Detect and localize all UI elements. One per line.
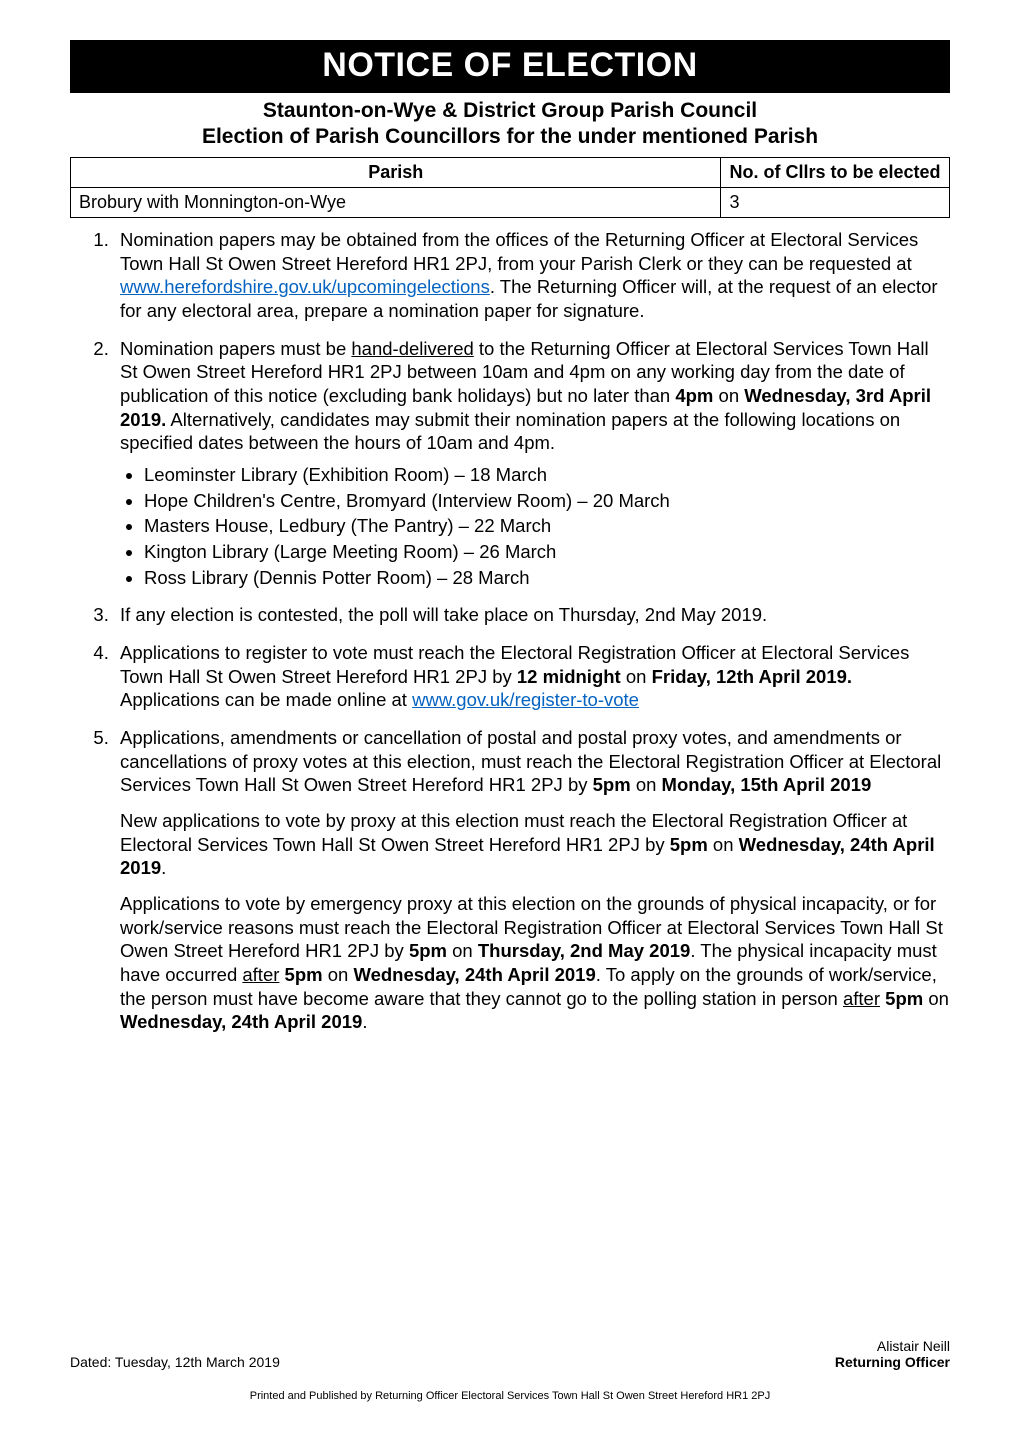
bullet: Kington Library (Large Meeting Room) – 2… <box>144 540 950 564</box>
item-3: If any election is contested, the poll w… <box>114 603 950 627</box>
numbered-list: Nomination papers may be obtained from t… <box>70 228 950 1034</box>
item-5-para2: New applications to vote by proxy at thi… <box>120 809 950 880</box>
subtitle-election: Election of Parish Councillors for the u… <box>70 125 950 149</box>
item-4-bold-midnight: 12 midnight <box>517 666 621 687</box>
item-5-p3-e: on <box>323 964 354 985</box>
item-5-p3-bold2: Thursday, 2nd May 2019 <box>478 940 691 961</box>
item-2-text-d: Alternatively, candidates may submit the… <box>120 409 900 454</box>
item-5-p2-b: on <box>708 834 739 855</box>
item-5-p3-i: . <box>362 1011 367 1032</box>
footer-printed: Printed and Published by Returning Offic… <box>70 1390 950 1402</box>
item-5-p3-u1: after <box>242 964 279 985</box>
item-5-p3-u2: after <box>843 988 880 1009</box>
item-4: Applications to register to vote must re… <box>114 641 950 712</box>
bullet: Leominster Library (Exhibition Room) – 1… <box>144 463 950 487</box>
bullet: Ross Library (Dennis Potter Room) – 28 M… <box>144 566 950 590</box>
subtitle-council: Staunton-on-Wye & District Group Parish … <box>70 99 950 123</box>
item-4-text-c: Applications can be made online at <box>120 689 412 710</box>
td-cllrs: 3 <box>721 188 950 218</box>
item-5-p3-bold6: Wednesday, 24th April 2019 <box>120 1011 362 1032</box>
item-2-text-a: Nomination papers must be <box>120 338 351 359</box>
item-1-text-a: Nomination papers may be obtained from t… <box>120 229 918 274</box>
item-5-para3: Applications to vote by emergency proxy … <box>120 892 950 1034</box>
th-cllrs: No. of Cllrs to be elected <box>721 158 950 188</box>
item-5-bold-date: Monday, 15th April 2019 <box>662 774 872 795</box>
parish-table: Parish No. of Cllrs to be elected Brobur… <box>70 157 950 218</box>
item-2-text-c: on <box>713 385 744 406</box>
item-5-text-b: on <box>631 774 662 795</box>
item-4-bold-date: Friday, 12th April 2019. <box>652 666 853 687</box>
footer-role: Returning Officer <box>835 1354 950 1370</box>
item-5-p2-bold-5pm: 5pm <box>670 834 708 855</box>
item-2: Nomination papers must be hand-delivered… <box>114 337 950 590</box>
item-2-bold-4pm: 4pm <box>675 385 713 406</box>
footer-dated: Dated: Tuesday, 12th March 2019 <box>70 1354 280 1370</box>
footer-name: Alistair Neill <box>835 1338 950 1354</box>
item-5-p3-h: on <box>923 988 949 1009</box>
item-5-p3-bold3: 5pm <box>285 964 323 985</box>
td-parish: Brobury with Monnington-on-Wye <box>71 188 721 218</box>
item-5-p3-b: on <box>447 940 478 961</box>
bullet: Hope Children's Centre, Bromyard (Interv… <box>144 489 950 513</box>
item-1: Nomination papers may be obtained from t… <box>114 228 950 323</box>
th-parish: Parish <box>71 158 721 188</box>
item-5-p2-c: . <box>161 857 166 878</box>
link-register-vote[interactable]: www.gov.uk/register-to-vote <box>412 689 639 710</box>
item-5-p3-bold1: 5pm <box>409 940 447 961</box>
item-5-p3-bold5: 5pm <box>885 988 923 1009</box>
item-5-bold-5pm: 5pm <box>593 774 631 795</box>
item-5: Applications, amendments or cancellation… <box>114 726 950 1034</box>
footer: Dated: Tuesday, 12th March 2019 Alistair… <box>70 1338 950 1402</box>
page: NOTICE OF ELECTION Staunton-on-Wye & Dis… <box>0 0 1020 1442</box>
item-5-p3-bold4: Wednesday, 24th April 2019 <box>353 964 595 985</box>
banner-title: NOTICE OF ELECTION <box>70 40 950 93</box>
item-4-text-b: on <box>621 666 652 687</box>
item-2-bullets: Leominster Library (Exhibition Room) – 1… <box>120 463 950 589</box>
item-2-underline: hand-delivered <box>351 338 473 359</box>
link-upcomingelections[interactable]: www.herefordshire.gov.uk/upcomingelectio… <box>120 276 490 297</box>
bullet: Masters House, Ledbury (The Pantry) – 22… <box>144 514 950 538</box>
